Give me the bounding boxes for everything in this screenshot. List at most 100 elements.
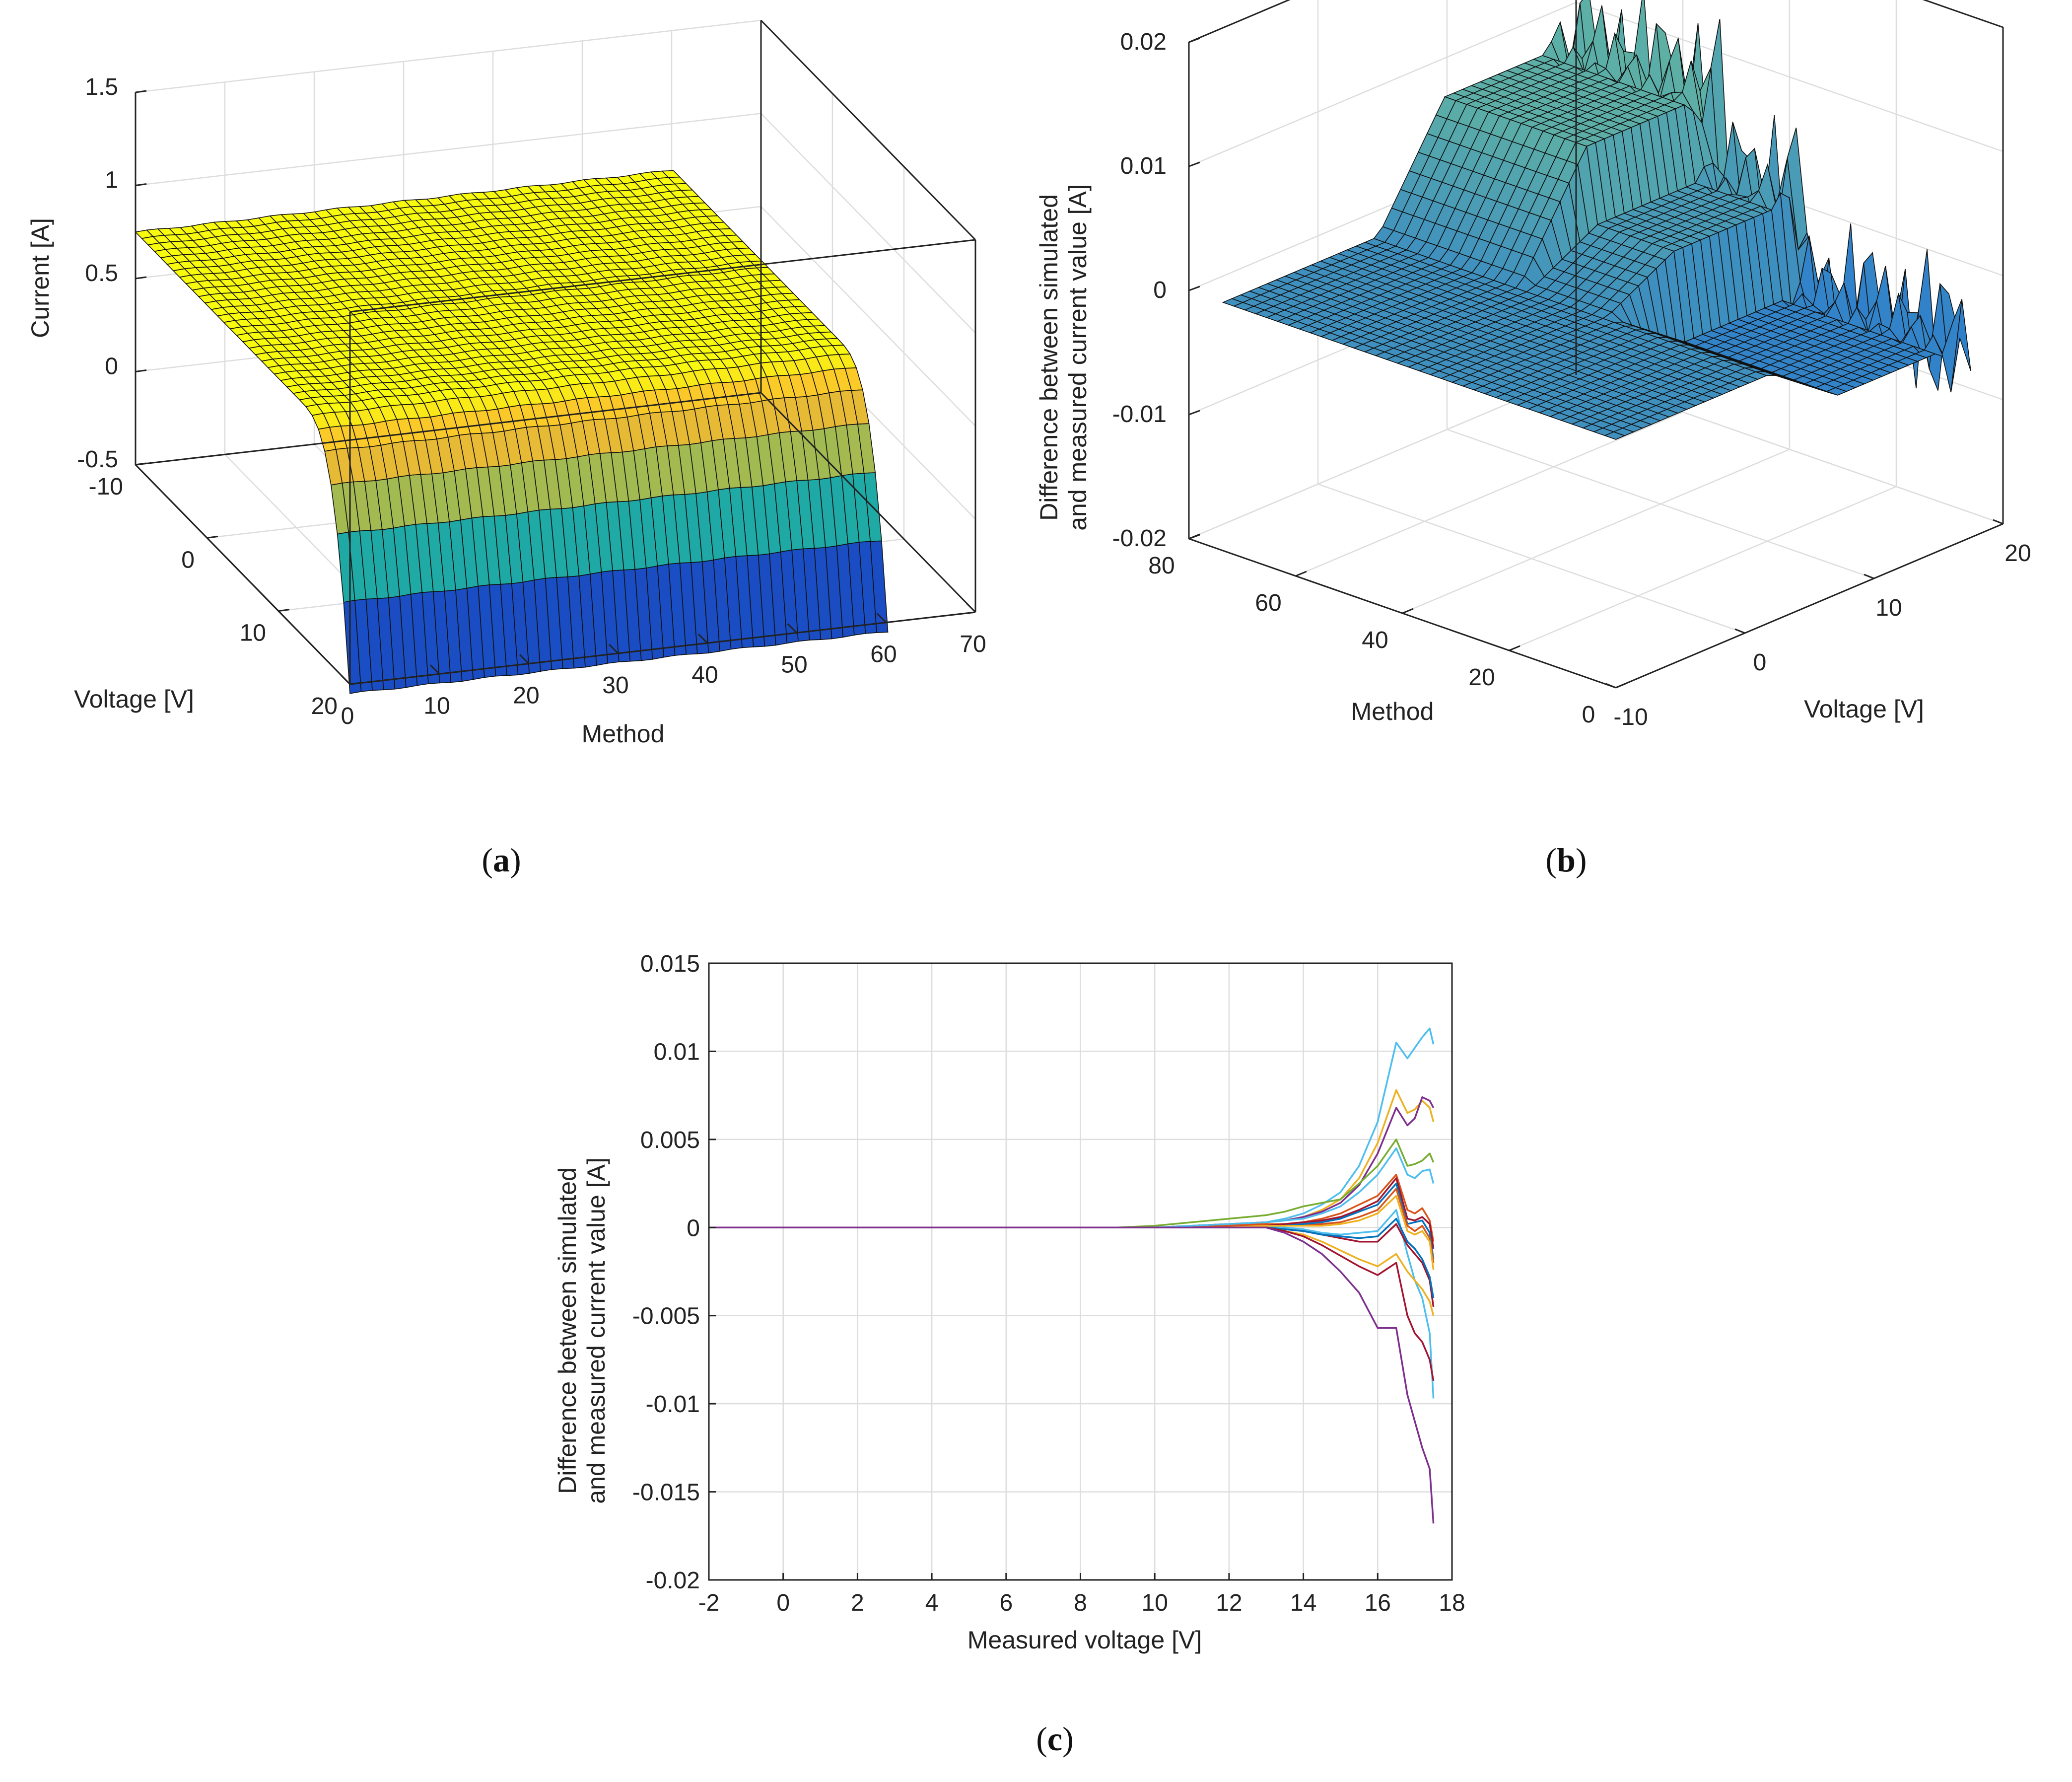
panel-b-xtick-mark <box>1734 628 1745 634</box>
panel-a-box-edge <box>135 392 761 466</box>
panel-b-ztick-mark <box>1188 410 1200 416</box>
panel-c-ytick-label: -0.005 <box>632 1303 700 1330</box>
panel-b-box-edge <box>1188 0 1291 43</box>
panel-a-box-edge <box>760 392 976 613</box>
panel-b-caption: (b) <box>1545 841 1587 879</box>
panel-a-ytick-mark <box>207 535 218 539</box>
panel-b-xtick-mark <box>1864 573 1874 579</box>
panel-b-ztick-label: 0.01 <box>1120 153 1167 179</box>
panel-a-axis-line <box>135 464 351 685</box>
panel-c-xlabel: Measured voltage [V] <box>967 1626 1202 1654</box>
panel-c-xtick-label: 2 <box>851 1590 864 1616</box>
panel-b-surface-plot: -10 0 10 20 0 20 40 60 80-0.02 -0.01 0 0.01 0.02 Dif… <box>1035 0 2031 879</box>
panel-b-surface <box>1222 0 1971 440</box>
panel-a-ytick-label: 10 <box>240 620 266 646</box>
panel-a-xtick-mark <box>787 623 798 634</box>
panel-b-surface-patch <box>1950 299 1971 393</box>
panel-c-xtick-label: 4 <box>925 1590 939 1616</box>
panel-a-ztick-mark <box>135 369 147 372</box>
panel-c-ytick-label: 0.005 <box>640 1127 700 1153</box>
panel-c-xtick-label: 12 <box>1216 1590 1242 1616</box>
panel-b-ytick-mark <box>1509 645 1520 651</box>
panel-c-caption: (c) <box>1036 1720 1074 1758</box>
panel-c-line-plot: -2 0 2 4 6 8 10 12 14 16 18 -0.02 -0.015 -0.01 -0.005 0… <box>553 951 1465 1758</box>
panel-c-ytick-label: 0.01 <box>654 1039 700 1065</box>
panel-a-ytick-mark <box>349 682 361 685</box>
panel-c-ytick-label: -0.015 <box>632 1480 700 1506</box>
panel-a-axis-line <box>349 611 976 685</box>
panel-a-xtick-label: 60 <box>870 642 897 668</box>
panel-b-ztick-mark <box>1188 534 1200 540</box>
panel-a-xtick-label: 10 <box>423 693 450 719</box>
panel-a-xtick-label: 20 <box>513 683 539 709</box>
panel-b-gridline <box>1402 448 1790 614</box>
panel-c-series-line-s13 <box>709 1217 1435 1298</box>
panel-b-ytick-label: 20 <box>1468 664 1495 691</box>
panel-c-series-line-s8 <box>709 1182 1435 1260</box>
panel-c-xtick-label: 18 <box>1439 1590 1465 1616</box>
panel-a-xtick-label: 40 <box>691 662 718 688</box>
panel-c-tick-labels: -2 0 2 4 6 8 10 12 14 16 18 -0.02 -0.015 -0.01 -0.005 0… <box>632 951 1465 1616</box>
panel-b-tick-labels: -10 0 10 20 0 20 40 60 80-0.02 -0.01 0 0.01 0.02 <box>1112 29 2031 730</box>
panel-a-box-edge <box>349 239 976 313</box>
panel-a-xlabel: Method <box>582 720 665 748</box>
panel-a-ztick-label: 0.5 <box>85 260 118 286</box>
panel-c-xtick-label: 16 <box>1365 1590 1391 1616</box>
panel-a-zlabel: Current [A] <box>26 218 54 338</box>
panel-c-xtick-label: -2 <box>698 1590 720 1616</box>
panel-a-xtick-mark <box>519 654 530 664</box>
panel-c-ytick-label: 0.015 <box>640 951 700 977</box>
panel-a-ztick-label: 0 <box>105 354 118 380</box>
panel-b-ztick-label: 0 <box>1153 277 1167 303</box>
panel-a-xtick-label: 70 <box>960 631 986 657</box>
panel-a-ytick-mark <box>278 609 290 612</box>
panel-c-series-line-s12 <box>709 1223 1435 1307</box>
panel-b-zlabel: Difference between simulatedand measured… <box>1035 184 1092 531</box>
panel-a-ztick-mark <box>135 90 147 93</box>
panel-a-ylabel: Voltage [V] <box>74 685 194 713</box>
panel-b-gridline <box>1509 486 1897 651</box>
panel-a-ztick-mark <box>135 183 147 186</box>
panel-b-ylabel: Method <box>1351 698 1434 725</box>
panel-b-ytick-label: 40 <box>1362 627 1388 653</box>
panel-b-ztick-mark <box>1188 161 1200 167</box>
panel-a-xtick-label: 30 <box>602 672 628 699</box>
panel-a-xtick-mark <box>876 613 887 623</box>
panel-c-series-lines <box>709 1027 1435 1524</box>
panel-a-surface-patch <box>870 540 889 633</box>
panel-b-xtick-mark <box>1605 683 1616 689</box>
panel-c-series-line-s2 <box>709 1089 1435 1229</box>
panel-c-ytick-label: 0 <box>687 1215 700 1241</box>
panel-c-ytick-label: -0.02 <box>646 1568 700 1594</box>
panel-a-ytick-label: 0 <box>181 547 195 573</box>
panel-c-xtick-label: 14 <box>1290 1590 1316 1616</box>
panel-c-xtick-label: 6 <box>999 1590 1013 1616</box>
panel-a-xtick-mark <box>697 634 708 644</box>
panel-b-ytick-label: 60 <box>1255 590 1281 616</box>
panel-a-caption: (a) <box>482 841 521 879</box>
panel-a-ztick-label: 1.5 <box>85 74 118 100</box>
panel-c-ylabel: Difference between simulatedand measured… <box>553 1157 610 1504</box>
panel-b-xlabel: Voltage [V] <box>1804 695 1924 723</box>
panel-b-ztick-label: -0.01 <box>1112 401 1167 428</box>
panel-a-ztick-mark <box>135 276 147 280</box>
panel-a-ztick-mark <box>135 462 147 466</box>
panel-b-box-edge <box>1615 523 2003 689</box>
panel-c-ytick-label: -0.01 <box>646 1391 700 1418</box>
panel-c-xtick-label: 8 <box>1074 1590 1087 1616</box>
panel-b-gridline <box>1295 411 1683 577</box>
panel-a-xtick-label: 0 <box>341 703 354 729</box>
panel-b-ytick-mark <box>1295 570 1307 577</box>
panel-c-series-line-s1 <box>709 1027 1435 1229</box>
panel-b-ztick-label: -0.02 <box>1112 525 1167 552</box>
panel-a-box-edge <box>760 19 976 241</box>
panel-b-ytick-label: 0 <box>1582 702 1595 728</box>
panel-a-tick-labels: 0 10 20 30 40 50 60 70 -10 0 10 20 -0.5 0 0.5 1 1.5 <box>77 74 986 729</box>
panel-b-ytick-mark <box>1402 608 1414 614</box>
panel-c-series-line-s14 <box>709 1226 1435 1316</box>
panel-c-xtick-label: 0 <box>776 1590 790 1616</box>
panel-a-ztick-label: 1 <box>105 167 118 194</box>
panel-c-xtick-label: 10 <box>1142 1590 1168 1616</box>
panel-c-series-line-s5 <box>709 1147 1435 1229</box>
